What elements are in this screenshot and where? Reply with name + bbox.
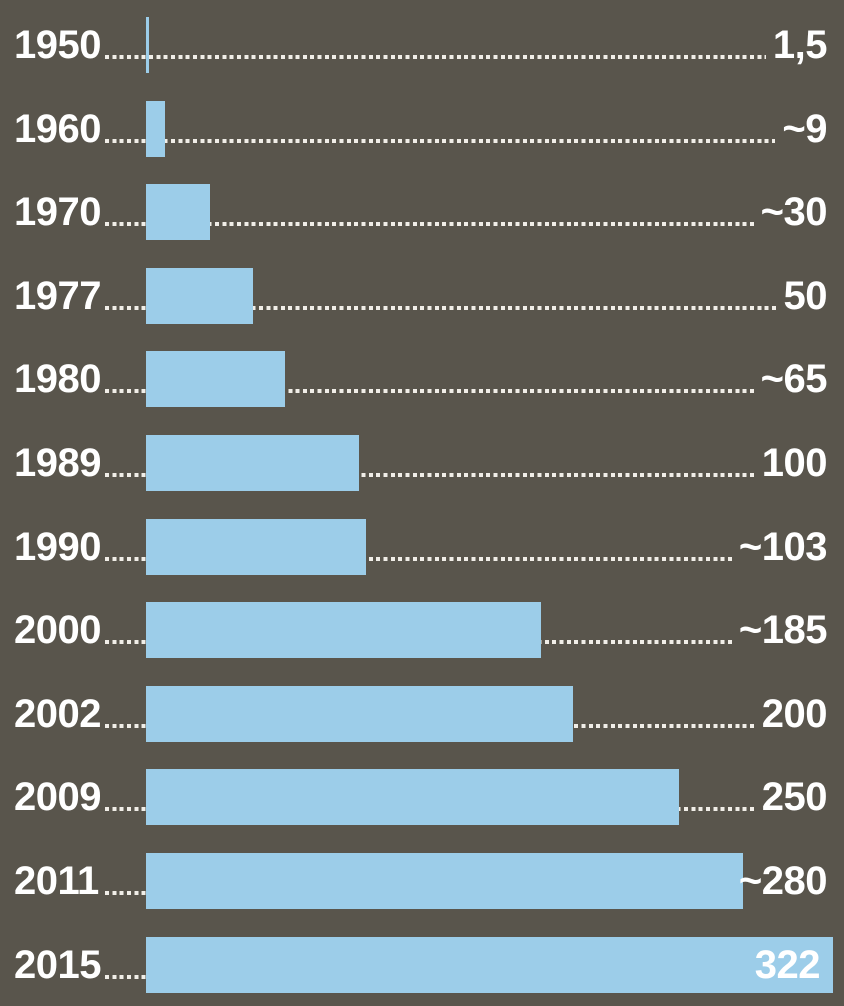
dotted-leader [105,305,777,310]
dotted-leader [105,556,732,561]
chart-row: 2011 ~280 [0,852,844,909]
value-label: 200 [761,691,828,736]
bar [146,434,360,491]
chart-row: 2002 200 [0,685,844,742]
value-label: 50 [783,273,828,318]
bar [146,184,210,241]
bar [146,685,573,742]
value-label: ~9 [782,106,827,151]
year-label: 1989 [14,440,101,485]
year-label: 1977 [14,273,101,318]
dotted-leader [105,222,754,227]
value-label: ~103 [738,524,828,569]
value-label: 100 [761,440,828,485]
dotted-leader [105,138,776,143]
value-label: 1,5 [772,23,828,67]
chart-row: 1990 ~103 [0,518,844,575]
bar [146,518,366,575]
year-label: 2000 [14,608,101,653]
chart-row: 1989 100 [0,434,844,491]
bar [146,936,833,993]
value-label: ~185 [738,608,828,653]
year-label: 2011 [14,858,99,903]
value-label: ~30 [760,190,828,235]
bar [146,852,744,909]
year-label: 2015 [14,942,101,987]
year-label: 1990 [14,524,101,569]
value-label: 250 [761,775,828,820]
year-label: 1970 [14,190,101,235]
year-label: 2009 [14,775,101,820]
bar [146,769,680,826]
chart-row: 1980 ~65 [0,351,844,408]
bar [146,100,166,157]
chart-row: 2000 ~185 [0,602,844,659]
chart-row: 1970 ~30 [0,184,844,241]
chart-row: 2009 250 [0,769,844,826]
chart-row: 1960 ~9 [0,100,844,157]
year-label: 1950 [14,23,101,67]
bar [146,17,150,73]
chart-row: 1950 1,5 [0,17,844,73]
year-label: 1980 [14,357,101,402]
year-label: 1960 [14,106,101,151]
bar [146,351,285,408]
dotted-leader [105,55,766,59]
dotted-leader [105,389,754,394]
bar [146,602,541,659]
value-label: 322 [754,942,821,987]
chart-row: 1977 50 [0,267,844,324]
dotted-leader [105,472,755,477]
bar [146,267,253,324]
year-label: 2002 [14,691,101,736]
value-label: ~65 [760,357,828,402]
chart-row: 2015 322 [0,936,844,993]
value-label: ~280 [738,858,828,903]
